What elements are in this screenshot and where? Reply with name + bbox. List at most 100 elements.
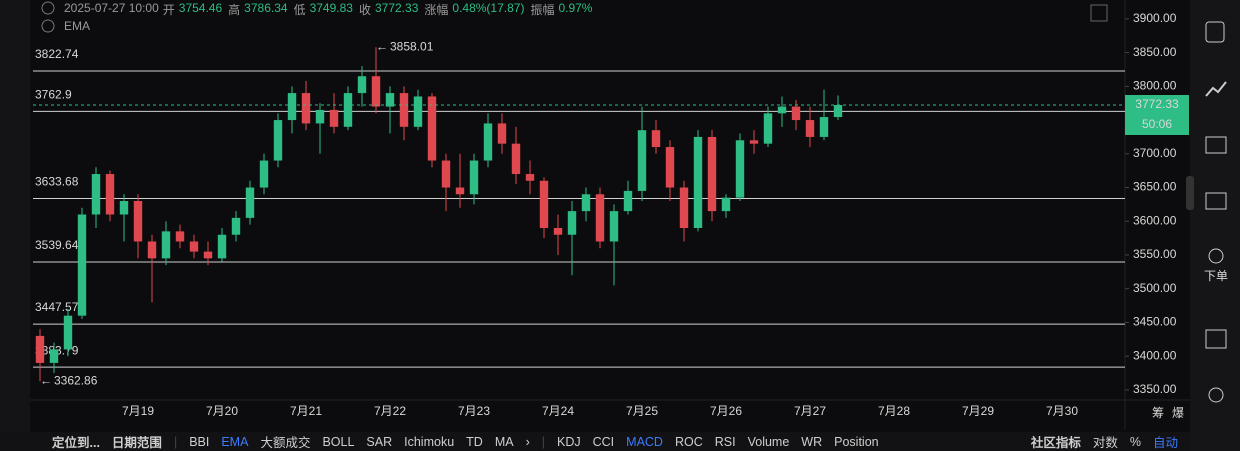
more-arrow[interactable]: › [525, 434, 530, 449]
axis-corner[interactable]: 爆 [1172, 406, 1184, 420]
indicator-button[interactable]: MACD [626, 434, 663, 449]
candle-body [511, 143, 521, 175]
x-tick-label: 7月27 [794, 404, 826, 418]
candle-body [553, 227, 563, 235]
timestamp: 2025-07-27 10:00 [64, 1, 159, 15]
collapse-handle[interactable] [1186, 176, 1194, 210]
indicator-button[interactable]: KDJ [557, 434, 581, 449]
indicator-button[interactable]: RSI [714, 434, 736, 449]
candle-body [343, 93, 353, 127]
candle-body [119, 201, 129, 215]
stat-value: 0.48%(17.87) [452, 1, 525, 15]
axis-corner[interactable]: 筹 [1152, 406, 1164, 420]
candle-body [175, 231, 185, 242]
sidebar-icon[interactable] [1205, 81, 1227, 97]
y-tick-label: 3900.00 [1133, 11, 1177, 25]
candle-body [665, 147, 675, 188]
toolbar-button[interactable]: 日期范围 [111, 436, 162, 450]
x-tick-label: 7月20 [206, 404, 238, 418]
last-price-label: 3772.33 [1135, 97, 1179, 111]
candle-body [133, 201, 143, 242]
stat-label: 开 [162, 3, 175, 17]
collapse-button[interactable] [41, 19, 55, 33]
indicator-button[interactable]: 大额成交 [260, 436, 311, 450]
candle-body [651, 130, 661, 148]
candle-body [161, 231, 171, 259]
candle-body [623, 190, 633, 212]
annotation: 3362.86 [54, 373, 98, 387]
sidebar-icon[interactable] [1205, 329, 1227, 349]
indicator-button[interactable]: Volume [747, 434, 790, 449]
x-tick-label: 7月29 [962, 404, 994, 418]
candle-body [217, 234, 227, 259]
y-tick-label: 3350.00 [1133, 382, 1177, 396]
order-label[interactable]: 下单 [1204, 269, 1228, 283]
candle-body [245, 187, 255, 218]
candle-body [805, 120, 815, 137]
y-tick-label: 3450.00 [1133, 315, 1177, 329]
x-tick-label: 7月23 [458, 404, 490, 418]
x-tick-label: 7月26 [710, 404, 742, 418]
indicator-button[interactable]: MA [494, 434, 514, 449]
fullscreen-button[interactable] [1090, 4, 1108, 22]
candle-body [637, 130, 647, 191]
annotation: 3858.01 [390, 39, 434, 53]
candle-body [819, 117, 829, 137]
separator: | [541, 434, 545, 449]
candle-body [357, 76, 367, 94]
indicator-button[interactable]: ROC [674, 434, 703, 449]
stat-label: 收 [358, 3, 371, 17]
candle-body [35, 335, 45, 363]
indicator-button[interactable]: Position [834, 434, 879, 449]
candle-body [385, 93, 395, 107]
candle-body [147, 241, 157, 259]
candle-body [49, 349, 59, 363]
sidebar-icon[interactable] [1205, 136, 1227, 154]
indicator-button[interactable]: TD [466, 434, 483, 449]
candle-body [399, 93, 409, 127]
indicator-button[interactable]: BBI [189, 434, 210, 449]
level-label: 3762.9 [35, 88, 72, 102]
indicator-button[interactable]: SAR [366, 434, 393, 449]
stat-label: 振幅 [530, 3, 555, 17]
indicator-button[interactable]: EMA [221, 434, 249, 449]
candle-body [77, 214, 87, 316]
left-toolbar [0, 0, 30, 451]
candle-body [609, 211, 619, 242]
toolbar-button[interactable]: 社区指标 [1030, 436, 1081, 450]
order-icon[interactable] [1208, 248, 1224, 264]
candle-body [329, 109, 339, 127]
level-label: 3633.68 [35, 175, 79, 189]
sidebar-icon[interactable] [1205, 21, 1225, 43]
indicator-button[interactable]: BOLL [322, 434, 355, 449]
candle-body [693, 136, 703, 228]
sidebar-icon[interactable] [1205, 192, 1227, 210]
candle-body [749, 140, 759, 144]
y-tick-label: 3600.00 [1133, 213, 1177, 227]
candle-body [833, 105, 843, 118]
collapse-button[interactable] [41, 1, 55, 15]
sidebar-icon[interactable] [1208, 387, 1224, 403]
toolbar-button[interactable]: 自动 [1152, 436, 1178, 450]
x-tick-label: 7月22 [374, 404, 406, 418]
candle-body [231, 217, 241, 235]
x-tick-label: 7月21 [290, 404, 322, 418]
toolbar-button[interactable]: % [1129, 434, 1141, 449]
stat-value: 3772.33 [374, 1, 419, 15]
candle-body [455, 187, 465, 195]
indicator-button[interactable]: WR [801, 434, 823, 449]
indicator-button[interactable]: CCI [592, 434, 615, 449]
y-tick-label: 3700.00 [1133, 146, 1177, 160]
candle-body [567, 211, 577, 235]
candle-body [469, 160, 479, 195]
candle-body [91, 174, 101, 215]
toolbar-button[interactable]: 对数 [1092, 436, 1118, 450]
candle-body [791, 106, 801, 121]
candle-body [259, 160, 269, 188]
candle-body [525, 174, 535, 181]
toolbar-button[interactable]: 定位到... [52, 436, 100, 450]
stat-value: 0.97% [558, 1, 593, 15]
stat-label: 低 [293, 3, 306, 17]
indicator-button[interactable]: Ichimoku [404, 434, 455, 449]
